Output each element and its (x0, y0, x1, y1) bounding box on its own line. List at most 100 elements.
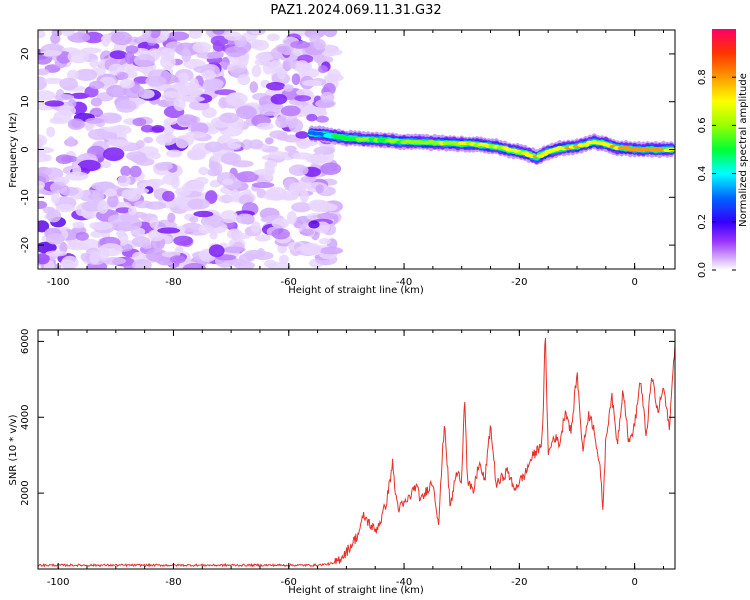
noise-blob (251, 64, 262, 78)
noise-blob (219, 210, 238, 224)
x-tick-label: -40 (396, 277, 412, 288)
noise-blob (162, 190, 175, 202)
noise-blob (51, 30, 63, 37)
noise-blob (327, 69, 341, 81)
colorbar-gradient (712, 29, 736, 270)
noise-blob (295, 60, 310, 72)
noise-blob (66, 242, 89, 251)
noise-blob (105, 188, 118, 197)
noise-blob (169, 255, 186, 264)
noise-blob (72, 221, 85, 229)
noise-blob (146, 151, 161, 160)
noise-blob (66, 136, 76, 147)
noise-blob (316, 212, 339, 221)
noise-blob (174, 246, 184, 254)
noise-blob (218, 97, 229, 109)
noise-blob (167, 212, 176, 223)
x-tick-label: -40 (396, 577, 412, 588)
noise-blob (149, 30, 161, 39)
noise-blob (90, 97, 103, 107)
noise-blob (315, 184, 324, 194)
noise-blob (205, 190, 218, 204)
colorbar-tick-label: 0.8 (697, 69, 708, 85)
noise-blob (128, 206, 137, 216)
noise-blob (256, 247, 266, 258)
noise-blob (120, 165, 131, 177)
x-tick-label: -20 (511, 277, 527, 288)
noise-blob (67, 49, 90, 64)
noise-blob (77, 159, 101, 172)
noise-blob (323, 30, 338, 38)
noise-blob (296, 88, 313, 97)
noise-blob (229, 92, 242, 100)
noise-blob (264, 159, 278, 169)
noise-blob (131, 236, 151, 248)
noise-blob (38, 154, 50, 163)
noise-blob (38, 180, 46, 190)
noise-blob (103, 126, 127, 133)
noise-blob (157, 30, 170, 41)
noise-blob (74, 68, 98, 82)
noise-blob (255, 52, 274, 62)
noise-blob (286, 210, 297, 225)
noise-blob (61, 255, 79, 269)
noise-blob (117, 175, 131, 187)
snr-x-label: Height of straight line (km) (288, 585, 424, 596)
noise-blob (181, 48, 192, 63)
noise-blob (55, 204, 76, 213)
noise-blob (319, 246, 344, 255)
noise-blob (51, 192, 60, 204)
noise-blob (295, 131, 309, 139)
y-tick-label: -20 (20, 237, 31, 253)
noise-blob (165, 149, 183, 158)
y-tick-label: 4000 (20, 405, 31, 430)
noise-blob (271, 217, 290, 229)
noise-blob (160, 55, 176, 69)
noise-blob (110, 31, 133, 46)
noise-blob (291, 202, 312, 213)
snr-frame (37, 329, 676, 570)
noise-blob (315, 115, 329, 123)
noise-blob (135, 158, 155, 166)
noise-blob (67, 118, 85, 130)
y-tick-label: 6000 (20, 329, 31, 354)
noise-blob (319, 237, 331, 245)
noise-blob (49, 181, 68, 194)
noise-blob (40, 49, 62, 57)
noise-blob (119, 78, 135, 89)
noise-blob (308, 220, 320, 229)
y-tick-label: 0 (20, 146, 31, 152)
noise-blob (145, 75, 167, 87)
spectrogram-signal-track (307, 125, 675, 166)
colorbar-tick-label: 0.2 (697, 214, 708, 230)
noise-blob (264, 259, 277, 268)
noise-blob (288, 118, 304, 133)
noise-blob (301, 228, 314, 236)
noise-blob (151, 125, 165, 133)
noise-blob (318, 65, 328, 74)
noise-blob (38, 134, 48, 147)
noise-blob (265, 137, 274, 145)
noise-blob (38, 68, 50, 76)
noise-blob (222, 246, 246, 253)
noise-blob (275, 116, 289, 129)
noise-blob (106, 139, 130, 147)
noise-blob (291, 152, 314, 160)
noise-blob (188, 30, 203, 39)
spectrogram-x-label: Height of straight line (km) (288, 285, 424, 296)
noise-blob (81, 201, 103, 212)
noise-blob (182, 262, 206, 269)
noise-blob (204, 141, 224, 153)
noise-blob (107, 194, 119, 208)
noise-blob (38, 146, 55, 154)
noise-blob (294, 95, 312, 102)
noise-blob (143, 136, 154, 144)
noise-blob (46, 209, 62, 223)
noise-blob (132, 187, 150, 194)
noise-blob (241, 139, 253, 150)
x-tick-label: -80 (165, 577, 181, 588)
noise-blob (61, 155, 78, 163)
noise-blob (145, 248, 168, 262)
noise-blob (256, 122, 274, 130)
